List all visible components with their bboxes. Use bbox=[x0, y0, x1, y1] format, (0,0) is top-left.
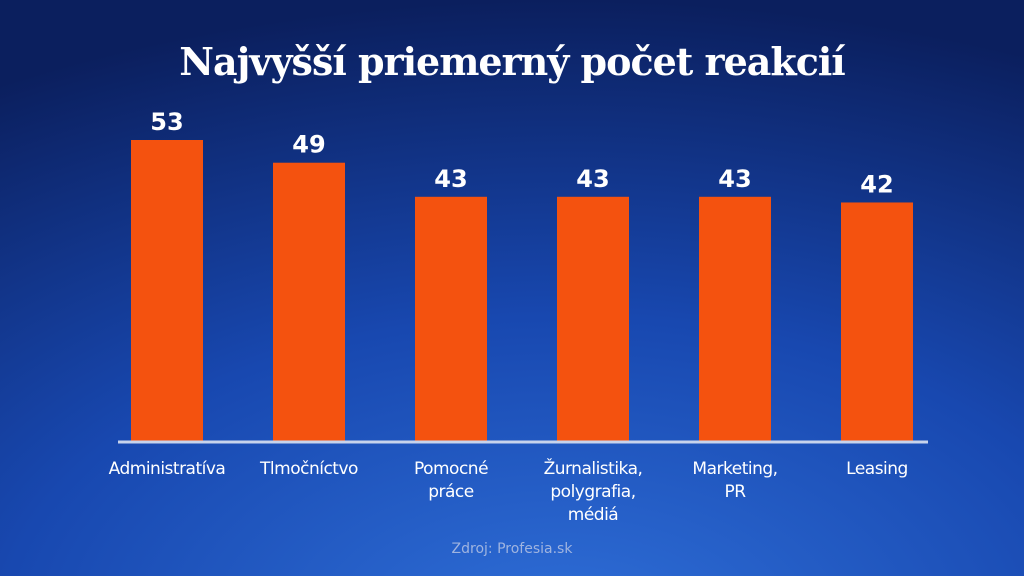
bar bbox=[131, 140, 203, 441]
x-tick-label: práce bbox=[428, 482, 474, 502]
x-tick-label: Tlmočníctvo bbox=[259, 459, 358, 479]
x-tick-label: médiá bbox=[568, 505, 618, 525]
x-tick-label: Marketing, bbox=[692, 459, 777, 479]
value-label: 43 bbox=[576, 165, 609, 193]
source: Zdroj: Profesia.sk bbox=[452, 541, 574, 557]
bar bbox=[557, 196, 629, 441]
bar bbox=[841, 202, 913, 441]
bar bbox=[415, 196, 487, 441]
x-tick-label: Pomocné bbox=[414, 459, 488, 479]
value-label: 42 bbox=[860, 170, 893, 198]
x-tick-label: Administratíva bbox=[109, 459, 226, 479]
x-tick-label: Žurnalistika, bbox=[544, 457, 643, 479]
value-label: 49 bbox=[292, 131, 325, 159]
chart-title: Najvyšší priemerný počet reakcií bbox=[179, 39, 846, 84]
x-tick-label: PR bbox=[724, 482, 746, 502]
bar bbox=[699, 196, 771, 441]
value-label: 43 bbox=[434, 165, 467, 193]
bar bbox=[273, 162, 345, 441]
x-tick-label: polygrafia, bbox=[550, 482, 635, 502]
x-tick-label: Leasing bbox=[846, 459, 908, 479]
value-label: 43 bbox=[718, 165, 751, 193]
value-label: 53 bbox=[150, 108, 183, 136]
